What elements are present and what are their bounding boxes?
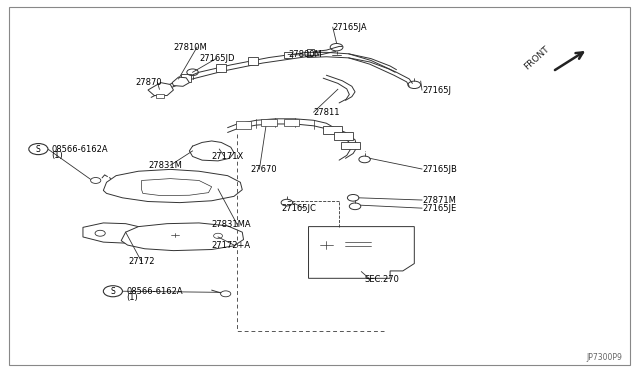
Polygon shape bbox=[83, 223, 148, 243]
Text: FRONT: FRONT bbox=[522, 44, 551, 71]
Text: S: S bbox=[111, 287, 115, 296]
Polygon shape bbox=[341, 142, 360, 149]
Circle shape bbox=[221, 291, 231, 297]
Polygon shape bbox=[148, 83, 173, 96]
Polygon shape bbox=[172, 77, 189, 86]
Text: 27810M: 27810M bbox=[173, 43, 207, 52]
Text: JP7300P9: JP7300P9 bbox=[587, 353, 623, 362]
Text: (1): (1) bbox=[126, 294, 138, 302]
Polygon shape bbox=[284, 119, 299, 126]
Polygon shape bbox=[181, 74, 191, 81]
Text: 27800M: 27800M bbox=[288, 51, 322, 60]
Polygon shape bbox=[156, 94, 164, 98]
Text: 27172+A: 27172+A bbox=[212, 241, 251, 250]
Polygon shape bbox=[323, 126, 342, 134]
Text: 27811: 27811 bbox=[314, 108, 340, 117]
Polygon shape bbox=[261, 119, 276, 126]
Text: 27165JA: 27165JA bbox=[333, 23, 367, 32]
Polygon shape bbox=[141, 179, 212, 196]
Text: 27165JD: 27165JD bbox=[199, 54, 234, 63]
Text: 27870: 27870 bbox=[135, 78, 162, 87]
Text: 27172: 27172 bbox=[129, 257, 156, 266]
Circle shape bbox=[91, 177, 100, 183]
Circle shape bbox=[103, 286, 122, 297]
Polygon shape bbox=[307, 49, 314, 55]
Text: 08566-6162A: 08566-6162A bbox=[51, 145, 108, 154]
Text: 27871M: 27871M bbox=[422, 196, 456, 205]
Polygon shape bbox=[334, 132, 353, 140]
Text: 27165JB: 27165JB bbox=[422, 165, 457, 174]
Text: 27165JC: 27165JC bbox=[282, 203, 317, 213]
Text: 27831M: 27831M bbox=[148, 161, 182, 170]
Polygon shape bbox=[103, 169, 243, 203]
Polygon shape bbox=[216, 64, 227, 71]
Circle shape bbox=[29, 144, 48, 155]
Text: 27165JE: 27165JE bbox=[422, 203, 456, 213]
Text: (1): (1) bbox=[51, 151, 63, 160]
Text: 27171X: 27171X bbox=[212, 152, 244, 161]
Polygon shape bbox=[284, 52, 292, 58]
Text: SEC.270: SEC.270 bbox=[365, 275, 399, 283]
Text: S: S bbox=[36, 145, 41, 154]
Polygon shape bbox=[308, 227, 414, 278]
Text: 08566-6162A: 08566-6162A bbox=[126, 287, 183, 296]
Text: 27165J: 27165J bbox=[422, 86, 451, 94]
Text: 27831MA: 27831MA bbox=[212, 220, 252, 229]
Polygon shape bbox=[236, 121, 251, 129]
Polygon shape bbox=[248, 57, 258, 64]
Polygon shape bbox=[121, 223, 244, 251]
Text: 27670: 27670 bbox=[250, 165, 276, 174]
